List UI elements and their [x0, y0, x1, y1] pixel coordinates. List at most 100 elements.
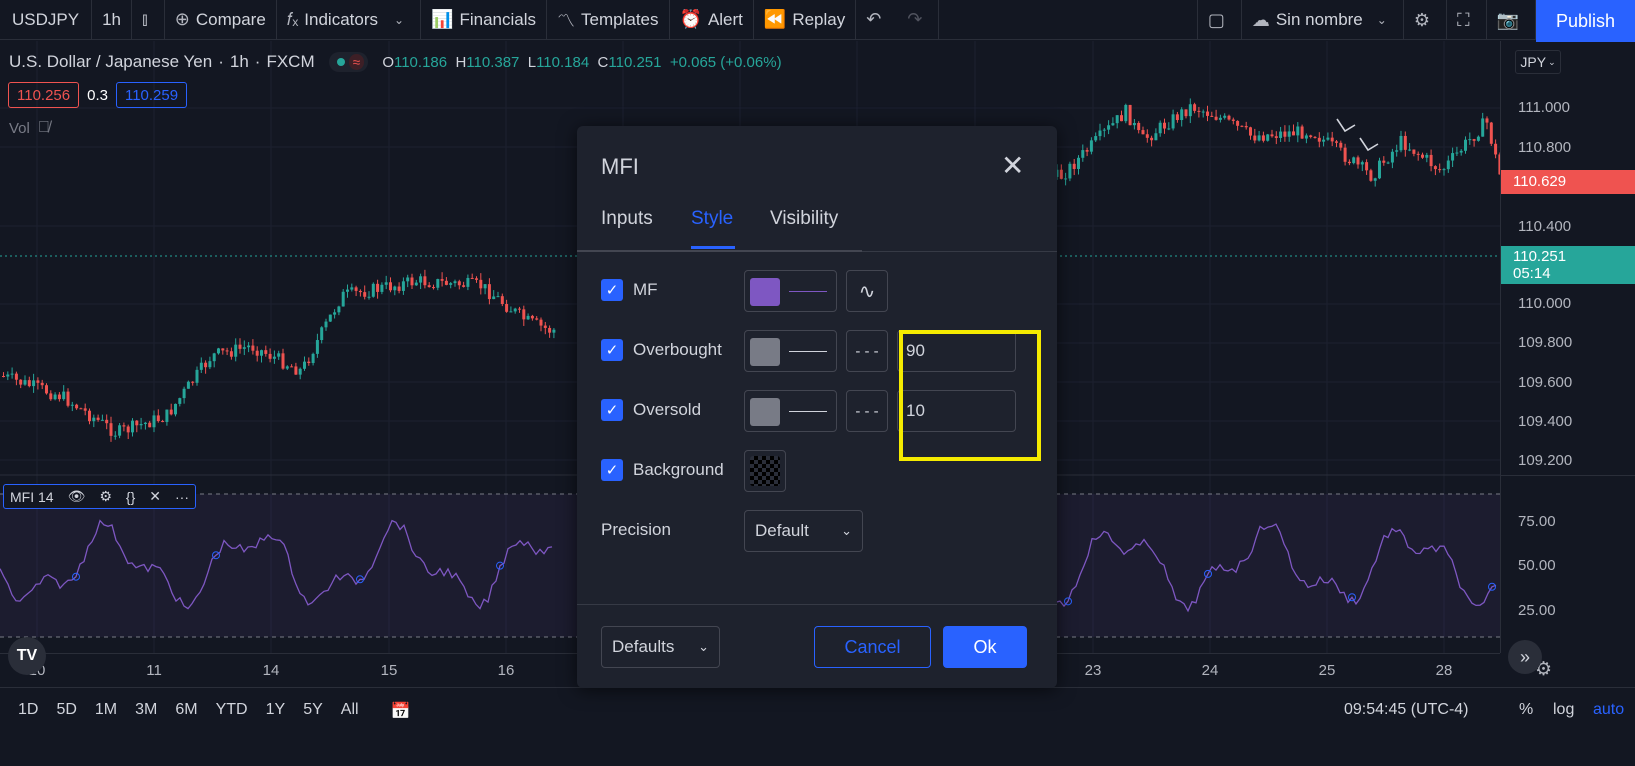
- range-1d[interactable]: 1D: [18, 701, 39, 718]
- templates-icon: 〽: [557, 10, 576, 31]
- tab-visibility[interactable]: Visibility: [770, 208, 839, 229]
- range-3m[interactable]: 3M: [135, 701, 158, 718]
- tab-style[interactable]: Style: [691, 208, 734, 229]
- gear-icon[interactable]: ⚙: [99, 488, 112, 504]
- candle-body: [45, 385, 48, 394]
- screenshot-button[interactable]: 📷: [1487, 0, 1536, 40]
- alarm-clock-icon: ⏰: [679, 9, 702, 29]
- replay-button[interactable]: ⏪ Replay: [754, 0, 857, 40]
- overbought-checkbox[interactable]: ✓: [601, 339, 623, 361]
- redo-button[interactable]: ↷: [897, 0, 940, 40]
- background-checkbox[interactable]: ✓: [601, 459, 623, 481]
- candle-body: [75, 404, 79, 409]
- log-scale-button[interactable]: log: [1553, 701, 1575, 718]
- interval-button[interactable]: 1h: [92, 0, 132, 40]
- financials-button[interactable]: 📊 Financials: [421, 0, 548, 40]
- candle-body: [307, 361, 311, 364]
- candle-body: [1309, 135, 1313, 137]
- precision-select[interactable]: Default ⌄: [744, 510, 863, 552]
- mfi-legend[interactable]: MFI 14 👁 ⚙ {} ✕ ···: [3, 484, 197, 509]
- overbought-value-input[interactable]: [897, 330, 1016, 372]
- price-axis[interactable]: 111.000 110.800 110.629 110.400 110.251 0…: [1500, 41, 1635, 680]
- defaults-select[interactable]: Defaults ⌄: [601, 626, 720, 668]
- candle-body: [496, 296, 500, 298]
- candle-body: [1132, 122, 1136, 126]
- overbought-color-picker[interactable]: [744, 330, 837, 372]
- mf-color-picker[interactable]: [744, 270, 837, 312]
- compare-button[interactable]: ⊕ Compare: [165, 0, 277, 40]
- candle-body: [1403, 135, 1407, 150]
- oversold-line-style-button[interactable]: - - -: [846, 390, 888, 432]
- more-icon[interactable]: ···: [175, 488, 190, 505]
- candle-body: [410, 277, 414, 286]
- candle-body: [1352, 157, 1356, 164]
- candle-body: [139, 424, 143, 426]
- candle-body: [1382, 160, 1386, 163]
- tradingview-logo[interactable]: TV: [8, 637, 46, 675]
- sell-price-button[interactable]: 110.256: [8, 82, 80, 108]
- chart-type-button[interactable]: ⫾: [132, 0, 165, 40]
- range-ytd[interactable]: YTD: [215, 701, 248, 718]
- range-5y[interactable]: 5Y: [303, 701, 323, 718]
- candle-body: [1468, 139, 1472, 141]
- undo-button[interactable]: ↶: [856, 0, 897, 40]
- publish-button[interactable]: Publish: [1536, 0, 1635, 42]
- templates-button[interactable]: 〽 Templates: [547, 0, 670, 40]
- oversold-value-input[interactable]: [897, 390, 1016, 432]
- layout-select-button[interactable]: ▢: [1196, 0, 1242, 40]
- fullscreen-button[interactable]: ⛶: [1447, 0, 1487, 40]
- check-icon: ✓: [605, 462, 619, 479]
- legend-exchange: FXCM: [266, 52, 315, 71]
- alert-button[interactable]: ⏰ Alert: [670, 0, 754, 40]
- candle-body: [346, 289, 349, 292]
- range-1m[interactable]: 1M: [94, 701, 118, 718]
- market-status[interactable]: ≈: [328, 52, 369, 72]
- time-tick: 14: [262, 662, 280, 679]
- auto-scale-button[interactable]: auto: [1593, 701, 1625, 718]
- mf-plot-type-button[interactable]: ∿: [846, 270, 888, 312]
- candle-body: [1330, 137, 1334, 142]
- currency-button[interactable]: JPY ⌄: [1515, 50, 1561, 74]
- candle-body: [1438, 169, 1442, 171]
- candle-body: [6, 374, 10, 377]
- candle-body: [178, 398, 182, 404]
- close-icon[interactable]: ✕: [149, 488, 162, 504]
- range-5d[interactable]: 5D: [56, 701, 77, 718]
- oversold-color-picker[interactable]: [744, 390, 837, 432]
- candle-body: [1072, 163, 1076, 169]
- candle-body: [449, 283, 453, 285]
- percent-scale-button[interactable]: %: [1519, 701, 1534, 718]
- cancel-button[interactable]: Cancel: [814, 626, 931, 668]
- candle-body: [27, 380, 31, 387]
- range-6m[interactable]: 6M: [175, 701, 198, 718]
- symbol-name[interactable]: U.S. Dollar / Japanese Yen: [9, 52, 213, 71]
- eye-icon[interactable]: 👁: [67, 488, 86, 504]
- settings-button[interactable]: ⚙: [1404, 0, 1447, 40]
- goto-date-icon[interactable]: 📅: [390, 703, 411, 720]
- buy-price-button[interactable]: 110.259: [115, 82, 188, 108]
- oversold-checkbox[interactable]: ✓: [601, 399, 623, 421]
- candle-body: [195, 369, 199, 383]
- candle-body: [1085, 150, 1089, 152]
- candles-icon: ⫾: [142, 9, 148, 29]
- candle-body: [1094, 136, 1098, 141]
- symbol-label: USDJPY: [12, 9, 80, 29]
- candle-body: [1369, 170, 1373, 181]
- range-1y[interactable]: 1Y: [265, 701, 286, 718]
- overbought-line-style-button[interactable]: - - -: [846, 330, 888, 372]
- tab-inputs[interactable]: Inputs: [601, 208, 653, 229]
- source-code-icon[interactable]: {}: [125, 488, 136, 505]
- close-icon[interactable]: ✕: [1001, 150, 1025, 181]
- timezone-clock[interactable]: 09:54:45 (UTC-4): [1344, 701, 1469, 718]
- mf-checkbox[interactable]: ✓: [601, 279, 623, 301]
- candle-body: [1451, 153, 1455, 161]
- candle-body: [1390, 151, 1394, 163]
- indicators-button[interactable]: 𝑓ₓ Indicators ⌄: [277, 0, 422, 40]
- background-color-picker[interactable]: [744, 450, 786, 492]
- eye-off-icon[interactable]: 👁̸: [37, 119, 50, 136]
- scroll-to-realtime-button[interactable]: »: [1508, 640, 1542, 674]
- symbol-search-button[interactable]: USDJPY: [0, 0, 93, 40]
- ok-button[interactable]: Ok: [943, 626, 1027, 668]
- range-all[interactable]: All: [340, 701, 359, 718]
- layout-name-button[interactable]: ☁ Sin nombre ⌄: [1242, 0, 1404, 40]
